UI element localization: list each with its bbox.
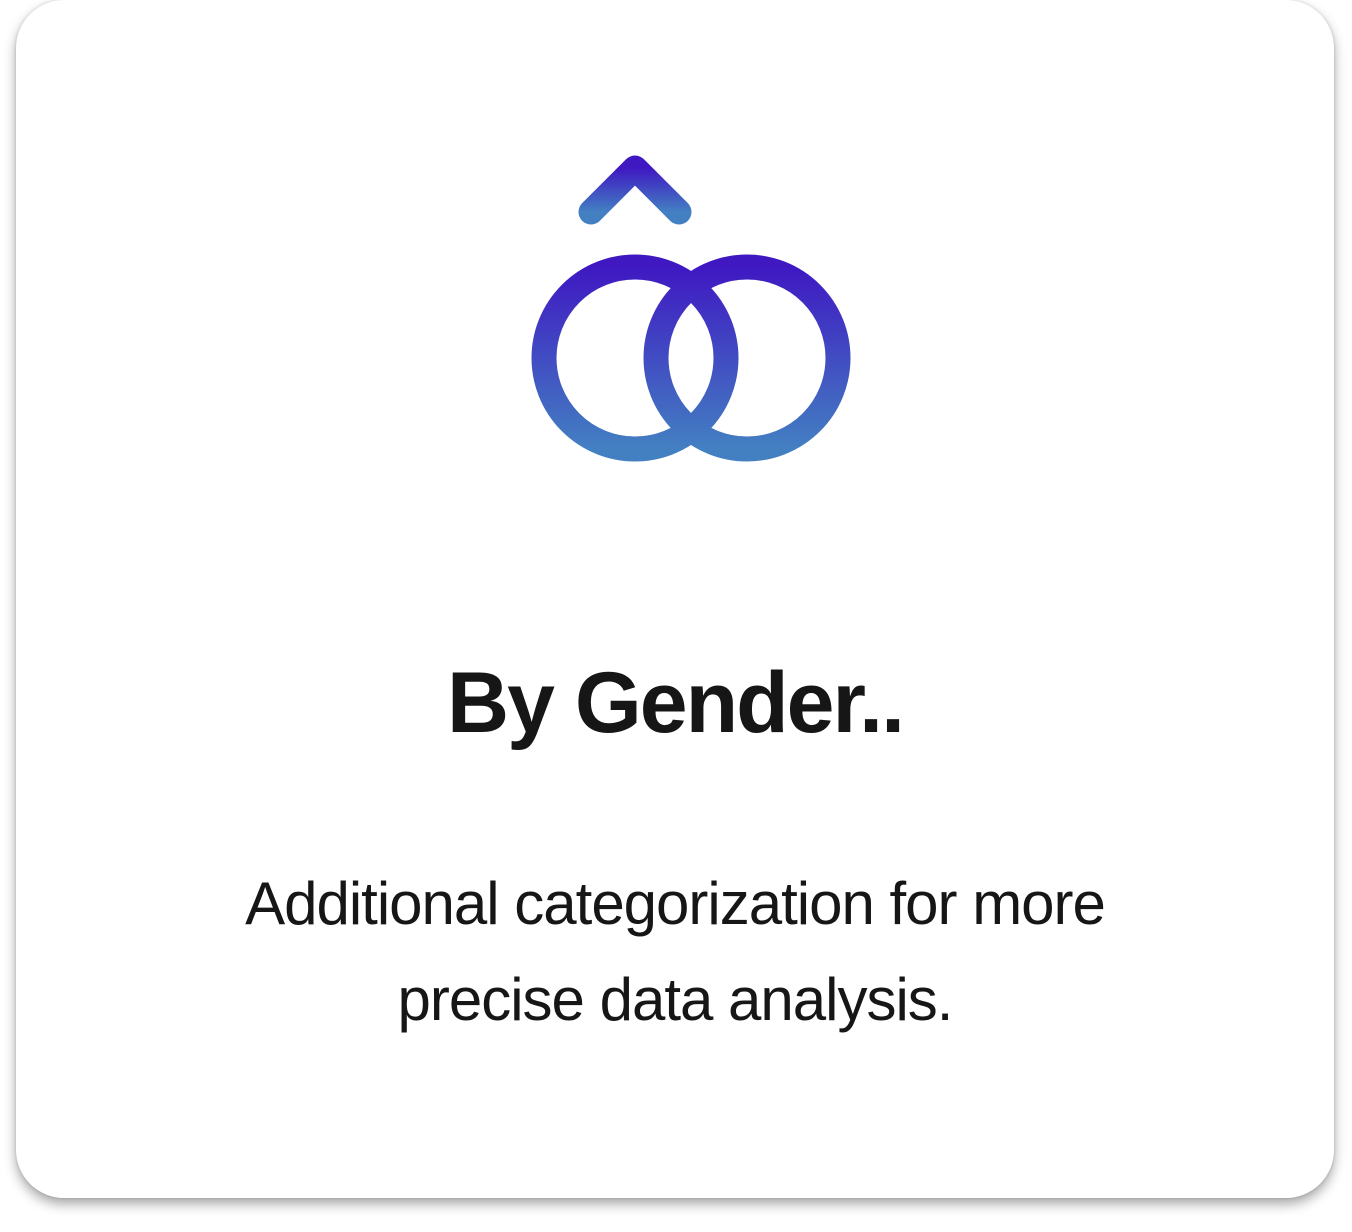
card-description: Additional categorization for more preci… [245,870,1106,1033]
gender-symbols-icon [521,155,861,565]
card-title: By Gender.. [447,655,905,751]
gender-feature-card[interactable]: By Gender.. Additional categorization fo… [16,0,1334,1198]
